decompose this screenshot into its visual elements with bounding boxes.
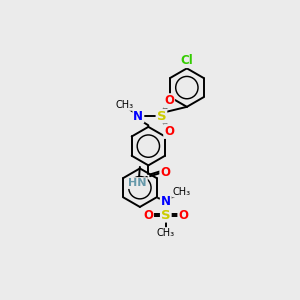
Text: O: O <box>164 94 174 107</box>
Text: S: S <box>157 110 166 123</box>
Text: HN: HN <box>128 178 147 188</box>
Text: N: N <box>134 110 143 123</box>
Text: N: N <box>161 195 171 208</box>
Text: CH₃: CH₃ <box>157 228 175 238</box>
Text: O: O <box>143 208 153 221</box>
Text: O: O <box>164 125 174 138</box>
Text: S: S <box>161 208 171 221</box>
Text: CH₃: CH₃ <box>172 187 190 197</box>
Text: Cl: Cl <box>181 54 193 67</box>
Text: CH₃: CH₃ <box>116 100 134 110</box>
Text: O: O <box>178 208 188 221</box>
Text: O: O <box>160 166 170 179</box>
